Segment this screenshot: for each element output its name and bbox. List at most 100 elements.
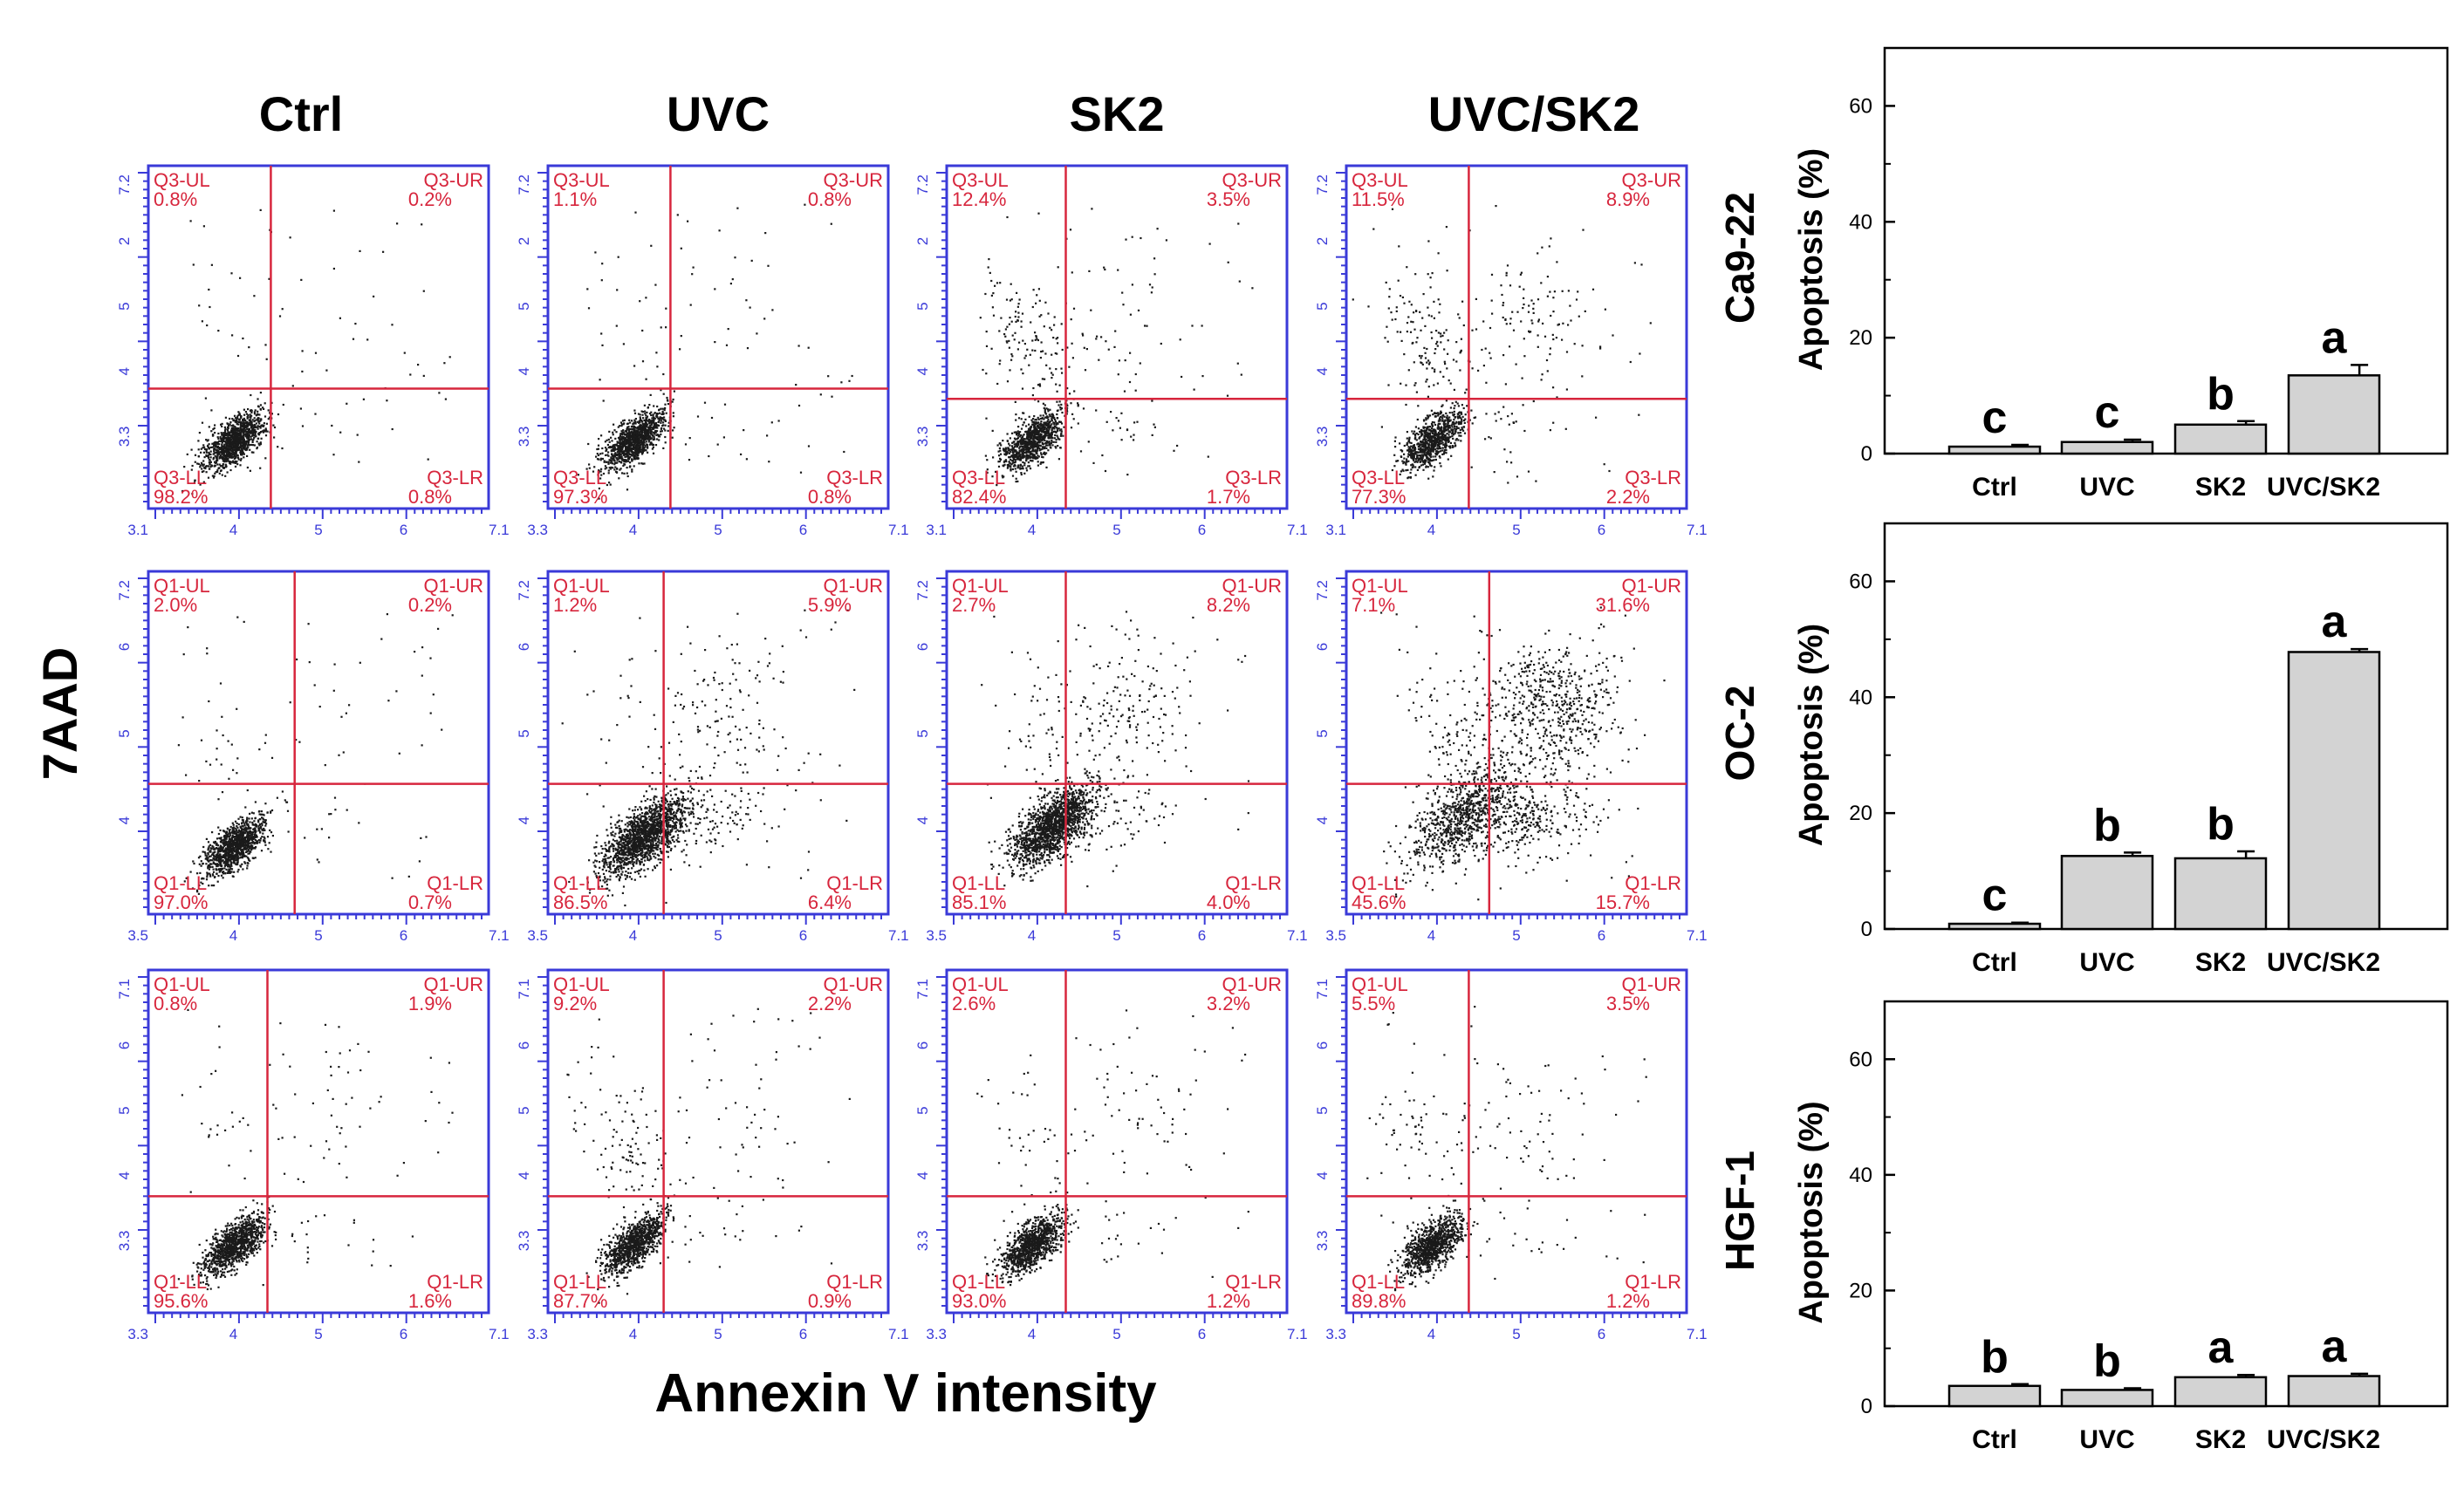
- x-axis-label: Annexin V intensity: [654, 1363, 1157, 1424]
- quadrant-ll-name: Q1-LL: [553, 872, 606, 894]
- panel-frame: [945, 570, 1289, 916]
- bar-ctrl: [1947, 1384, 2042, 1408]
- quadrant-ul-name: Q3-UL: [952, 169, 1009, 191]
- y-tick-label: 60: [1849, 570, 1872, 593]
- quadrant-lr-name: Q1-LR: [826, 872, 883, 894]
- y-tick-label: 5: [516, 729, 532, 737]
- quadrant-ll-name: Q1-LL: [154, 1271, 207, 1293]
- y-tick-label: 6: [914, 1042, 931, 1049]
- bar-chart-frame: [1883, 1000, 2449, 1408]
- x-tick-label: 3.5: [926, 927, 947, 944]
- quadrant-ul-value: 2.6%: [952, 993, 996, 1014]
- bar-y-axis-label: Apoptosis (%): [1793, 1101, 1830, 1323]
- bar-category-label: SK2: [2195, 473, 2246, 502]
- quadrant-ur-name: Q1-UR: [824, 575, 883, 597]
- y-tick-labels: 7.2 2 5 4 3.3: [914, 174, 931, 447]
- x-tick-label: 6: [400, 927, 407, 944]
- panel-frame: [1345, 164, 1688, 510]
- quadrant-ul-value: 7.1%: [1352, 594, 1395, 616]
- panel-frame: [147, 968, 490, 1315]
- significance-letter: c: [2095, 387, 2120, 438]
- scatter-dots: [577, 203, 853, 500]
- bar-category-label: Ctrl: [1972, 948, 2017, 977]
- x-tick-label: 7.1: [888, 522, 909, 538]
- quadrant-ur-value: 3.5%: [1606, 993, 1650, 1014]
- quadrant-ul-value: 0.8%: [154, 188, 197, 210]
- y-axis-ticks: [537, 172, 548, 502]
- y-tick-label: 6: [1314, 1042, 1331, 1049]
- y-tick-label: 3.3: [516, 427, 532, 447]
- significance-letter: a: [2322, 312, 2348, 363]
- y-tick-label: 7.1: [1314, 979, 1331, 1000]
- x-tick-label: 4: [629, 1326, 637, 1342]
- quadrant-ur-value: 0.2%: [408, 594, 452, 616]
- y-tick-label: 7.2: [516, 174, 532, 195]
- scatter-dots: [1352, 205, 1652, 484]
- quadrant-ur-name: Q3-UR: [1622, 169, 1681, 191]
- y-tick-label: 7.1: [914, 979, 931, 1000]
- quadrant-ll-name: Q1-LL: [1352, 1271, 1405, 1293]
- y-tick-labels: 7.2 2 5 4 3.3: [516, 174, 532, 447]
- x-tick-label: 3.3: [527, 522, 548, 538]
- quadrant-ur-value: 2.2%: [808, 993, 852, 1014]
- quadrant-ul-name: Q1-UL: [553, 575, 610, 597]
- x-tick-label: 7.1: [888, 1326, 909, 1342]
- x-tick-label: 5: [714, 522, 722, 538]
- y-tick-labels: 7.1 6 5 4 3.3: [516, 979, 532, 1251]
- x-tick-label: 6: [1598, 927, 1605, 944]
- quadrant-ur-value: 0.2%: [408, 188, 452, 210]
- y-tick-label: 4: [914, 816, 931, 824]
- x-tick-label: 6: [400, 522, 407, 538]
- bar-y-ticks: 0 20 40 60: [1849, 94, 1895, 466]
- x-tick-label: 3.3: [127, 1326, 148, 1342]
- quadrant-lr-value: 15.7%: [1596, 891, 1650, 913]
- bar-chart-frame: [1883, 522, 2449, 931]
- y-axis-ticks: [1336, 172, 1346, 502]
- y-tick-label: 6: [116, 1042, 133, 1049]
- quadrant-ll-name: Q1-LL: [952, 872, 1005, 894]
- x-tick-label: 6: [1598, 1326, 1605, 1342]
- scatter-panel-hgf-1-ctrl: 7.1 6 5 4 3.3 3.3 4 5 6 7.1 Q1-UL0.8% Q1-UR1.9% Q1-L…: [116, 968, 510, 1342]
- y-tick-label: 4: [516, 816, 532, 824]
- y-tick-label: 5: [914, 729, 931, 737]
- quadrant-lr-name: Q1-LR: [1225, 872, 1282, 894]
- quadrant-ul-value: 2.7%: [952, 594, 996, 616]
- quadrant-ul-value: 11.5%: [1352, 188, 1405, 210]
- x-tick-labels: 3.3 4 5 6 7.1: [926, 1326, 1307, 1342]
- bar-uvc-sk2: [2287, 651, 2381, 931]
- y-axis-ticks: [936, 577, 947, 908]
- y-tick-label: 3.3: [116, 427, 133, 447]
- y-tick-labels: 7.2 6 5 4: [1314, 580, 1331, 824]
- quadrant-ur-name: Q1-UR: [424, 575, 483, 597]
- significance-letter: c: [1982, 393, 2008, 443]
- y-tick-label: 5: [116, 1106, 133, 1114]
- scatter-dots: [181, 208, 451, 495]
- x-tick-label: 3.1: [926, 522, 947, 538]
- y-tick-label: 5: [516, 1106, 532, 1114]
- quadrant-ul-name: Q3-UL: [1352, 169, 1408, 191]
- quadrant-ur-name: Q1-UR: [1222, 973, 1282, 995]
- bar-category-label: UVC/SK2: [2267, 473, 2380, 502]
- y-tick-label: 2: [116, 237, 133, 245]
- bar-uvc-sk2: [2287, 1375, 2381, 1408]
- y-tick-label: 40: [1849, 210, 1872, 234]
- significance-letter: b: [2093, 800, 2121, 850]
- scatter-dots: [976, 1009, 1249, 1287]
- significance-letter: c: [1982, 871, 2008, 921]
- quadrant-ur-value: 0.8%: [808, 188, 852, 210]
- significance-letter: b: [2207, 369, 2235, 420]
- y-tick-label: 4: [1314, 367, 1331, 375]
- scatter-dots: [561, 609, 856, 907]
- quadrant-ul-value: 1.2%: [553, 594, 597, 616]
- quadrant-ur-value: 1.9%: [408, 993, 452, 1014]
- x-tick-label: 4: [1427, 1326, 1435, 1342]
- quadrant-ll-value: 97.3%: [553, 486, 607, 508]
- cell-line-label: OC-2: [1717, 686, 1762, 782]
